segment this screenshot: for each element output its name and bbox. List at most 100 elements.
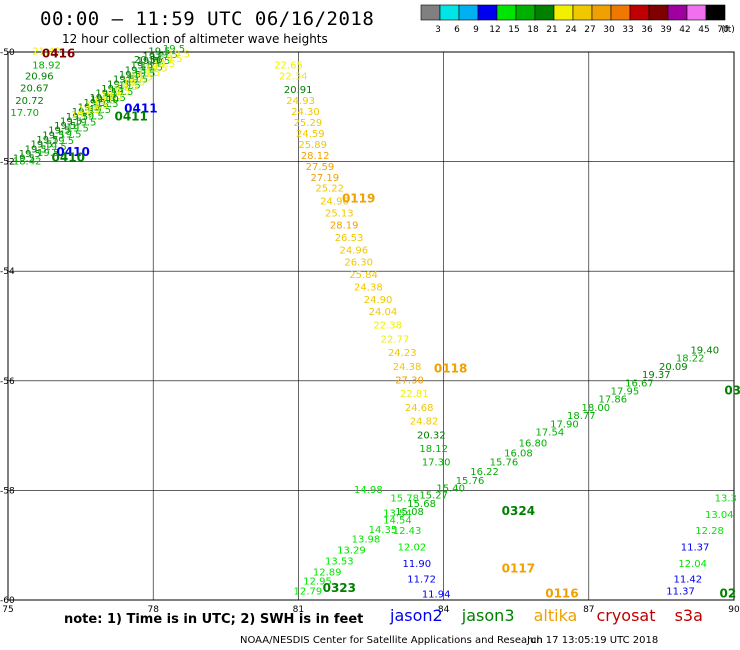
- colorbar-unit: (ft): [721, 25, 735, 35]
- overlap-obs-label: 19.5: [84, 98, 106, 109]
- overlap-obs-label: 19.5: [118, 81, 140, 92]
- track-id-label: 0324: [502, 504, 535, 518]
- track-id-label: 0410: [52, 151, 85, 165]
- observation-value: 22.38: [373, 321, 402, 332]
- color-scale-bar: 3 6 9 12 15 18 21 24 27 30 33 36 39 42 45 70(ft): [420, 4, 735, 35]
- observation-value: 24.59: [296, 129, 325, 140]
- overlap-obs-label: 19.5: [119, 70, 141, 81]
- observation-value: 19.37: [642, 370, 671, 381]
- overlap-obs-label: 19.5: [86, 100, 108, 111]
- map-frame: [7, 51, 735, 601]
- overlap-obs-label: 19.5: [142, 51, 164, 62]
- overlap-obs-label: 19.5: [44, 142, 66, 153]
- observation-value: 22.81: [400, 389, 429, 400]
- observation-value: 12.95: [303, 577, 332, 588]
- overlap-obs-label: 19.5: [37, 148, 59, 159]
- colorbar-label: 33: [622, 25, 633, 35]
- overlap-obs-label: 19.5: [74, 117, 96, 128]
- overlap-obs-label: 19.5: [78, 102, 100, 113]
- x-tick-label: 78: [147, 605, 159, 615]
- overlap-obs-label: 19.5: [52, 136, 74, 147]
- observation-value: 14.54: [383, 515, 412, 526]
- observation-value: 24.38: [354, 282, 383, 293]
- overlap-obs-label: 19.5: [148, 47, 170, 58]
- overlap-obs-label: 19.5: [131, 61, 153, 72]
- overlap-obs-label: 19.5: [89, 105, 111, 116]
- x-tick-label: 81: [293, 605, 304, 615]
- observation-value: 13.29: [337, 545, 366, 556]
- observation-value: 13.98: [352, 534, 381, 545]
- colorbar-label: 15: [508, 25, 519, 35]
- observation-value: 18.42: [13, 156, 42, 167]
- track-id-label: 0411: [114, 110, 147, 124]
- observation-value: 12.43: [393, 526, 422, 537]
- observation-value: 13.53: [325, 556, 354, 567]
- overlap-obs-label: 19.5: [126, 75, 148, 86]
- overlap-obs-label: 19.5: [125, 65, 147, 76]
- overlap-obs-label: 19.5: [123, 77, 145, 88]
- observation-value: 13.54: [383, 509, 412, 520]
- overlap-obs-label: 19.5: [89, 93, 111, 104]
- observation-value: 11.94: [422, 589, 451, 600]
- observation-value: 19.10: [90, 94, 119, 105]
- track-id-label: 0410: [56, 145, 89, 159]
- observation-value: 27.30: [395, 376, 424, 387]
- observation-value: 19.40: [690, 345, 719, 356]
- x-tick-label: 75: [2, 605, 13, 615]
- observation-value: 15.76: [490, 458, 519, 469]
- y-tick-label: -58: [0, 486, 15, 496]
- observation-value: 12.79: [294, 587, 323, 598]
- observation-value: 13.04: [705, 510, 734, 521]
- observation-value: 15.68: [407, 499, 436, 510]
- observation-value: 22.34: [279, 71, 308, 82]
- observation-value: 21.40: [32, 47, 61, 58]
- x-tick-label: 84: [438, 605, 450, 615]
- overlap-obs-label: 19.5: [104, 93, 126, 104]
- overlap-obs-label: 19.5: [163, 44, 185, 55]
- observation-value: 25.22: [315, 184, 344, 195]
- track-id-label: 0117: [502, 562, 535, 576]
- observation-value: 12.28: [695, 526, 724, 537]
- observation-value: 25.84: [349, 270, 378, 281]
- observation-value: 22.77: [381, 334, 410, 345]
- footer-timestamp: Jun 17 13:05:19 UTC 2018: [527, 635, 659, 646]
- observation-value: 17.30: [422, 458, 451, 469]
- y-tick-label: -54: [0, 267, 15, 277]
- observation-value: 20.67: [20, 83, 49, 94]
- observation-value: 17.90: [550, 419, 579, 430]
- page-title: 00:00 – 11:59 UTC 06/16/2018: [40, 8, 375, 30]
- overlap-obs-label: 19.5: [78, 105, 100, 116]
- observation-value: 11.37: [666, 587, 695, 598]
- overlap-obs-label: 19.5: [96, 99, 118, 110]
- track-id-label: 02: [719, 586, 736, 600]
- y-tick-label: -60: [0, 596, 15, 606]
- overlap-obs-label: 19.5: [71, 110, 93, 121]
- observation-value: 24.93: [286, 96, 315, 107]
- satellite-legend: jason2 jason3 altika cryosat s3a: [390, 606, 703, 625]
- track-id-label: 03: [724, 384, 740, 398]
- colorbar-label: 21: [546, 25, 557, 35]
- legend-s3a: s3a: [674, 606, 703, 625]
- observation-value: 16.80: [519, 439, 548, 450]
- x-tick-label: 87: [583, 605, 594, 615]
- observation-value: 18.77: [567, 411, 596, 422]
- observation-value: 25.89: [298, 140, 327, 151]
- observation-value: 12.04: [678, 559, 707, 570]
- overlap-obs-label: 19.5: [148, 56, 170, 67]
- overlap-obs-label: 19.5: [81, 111, 103, 122]
- overlap-obs-label: 19.5: [95, 89, 117, 100]
- overlap-obs-label: 19.5: [111, 87, 133, 98]
- observation-value: 11.72: [407, 574, 436, 585]
- observation-value: 11.37: [681, 543, 710, 554]
- legend-jason3: jason3: [461, 606, 515, 625]
- colorbar-label: 39: [660, 25, 672, 35]
- overlap-obs-label: 19.5: [137, 56, 159, 67]
- overlap-obs-label: 19.5: [160, 54, 182, 65]
- x-tick-label: 90: [728, 605, 740, 615]
- legend-cryosat: cryosat: [596, 606, 656, 625]
- colorbar-label: 24: [565, 25, 577, 35]
- overlap-obs-label: 19.5: [42, 130, 64, 141]
- observation-value: 24.68: [405, 403, 434, 414]
- colorbar-label: 18: [527, 25, 539, 35]
